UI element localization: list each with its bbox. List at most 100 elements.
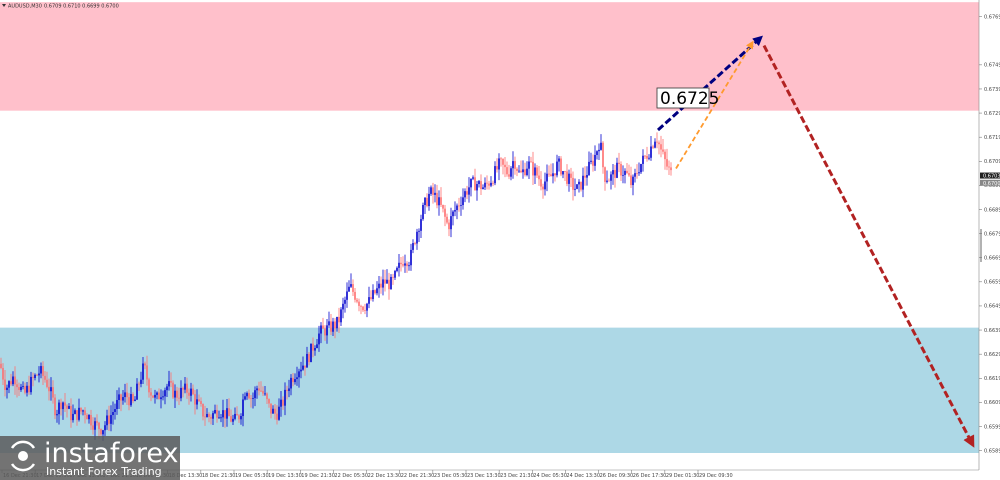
candle-body bbox=[560, 158, 562, 175]
candle-body bbox=[666, 159, 668, 167]
candle-body bbox=[56, 414, 58, 416]
candle-body bbox=[662, 149, 664, 152]
candle-body bbox=[88, 415, 90, 420]
logo-mark-icon bbox=[10, 440, 36, 472]
candle-body bbox=[166, 386, 168, 391]
red-arrow bbox=[762, 44, 975, 448]
price-tick-label: 0.6719 bbox=[984, 135, 1000, 141]
candle-body bbox=[222, 410, 224, 418]
candle-body bbox=[456, 205, 458, 211]
candle-body bbox=[148, 379, 150, 393]
candle-body bbox=[82, 410, 84, 412]
candle-body bbox=[190, 388, 192, 396]
candle-body bbox=[254, 390, 256, 399]
candle-body bbox=[250, 398, 252, 400]
candle-body bbox=[248, 393, 250, 399]
candle-body bbox=[448, 222, 450, 230]
candle-body bbox=[214, 409, 216, 414]
candle-body bbox=[348, 286, 350, 292]
price-tick-label: 0.6629 bbox=[984, 352, 1000, 358]
time-tick-label: 26 Dec 09:30 bbox=[600, 473, 634, 479]
candle-body bbox=[28, 385, 30, 393]
candle-body bbox=[182, 387, 184, 390]
candle-body bbox=[558, 158, 560, 162]
candle-body bbox=[610, 174, 612, 181]
candle-body bbox=[210, 416, 212, 419]
time-tick-label: 23 Dec 05:30 bbox=[434, 473, 468, 479]
candle-body bbox=[10, 381, 12, 385]
candle-body bbox=[516, 168, 518, 171]
candle-body bbox=[636, 173, 638, 174]
candle-body bbox=[514, 161, 516, 169]
candle-body bbox=[398, 262, 400, 268]
candle-body bbox=[18, 387, 20, 390]
dropdown-triangle-icon[interactable] bbox=[2, 4, 6, 7]
candle-body bbox=[612, 170, 614, 175]
forecast-arrows bbox=[656, 35, 975, 448]
candle-body bbox=[604, 167, 606, 182]
candle-body bbox=[440, 197, 442, 205]
price-tick-label: 0.6659 bbox=[984, 280, 1000, 286]
candle-body bbox=[294, 379, 296, 383]
candle-body bbox=[532, 161, 534, 176]
candle-body bbox=[312, 343, 314, 351]
candle-body bbox=[230, 416, 232, 422]
candle-body bbox=[370, 297, 372, 299]
candle-body bbox=[114, 409, 116, 413]
candle-body bbox=[404, 263, 406, 266]
candle-body bbox=[26, 385, 28, 393]
time-tick-label: 24 Dec 13:30 bbox=[566, 473, 600, 479]
time-tick-label: 18 Dec 21:30 bbox=[202, 473, 236, 479]
candle-body bbox=[356, 299, 358, 302]
candle-body bbox=[330, 321, 332, 332]
candle-body bbox=[70, 406, 72, 421]
candle-body bbox=[304, 365, 306, 368]
candle-body bbox=[502, 158, 504, 165]
candle-body bbox=[284, 389, 286, 406]
candle-body bbox=[296, 377, 298, 380]
candle-body bbox=[668, 166, 670, 168]
candle-body bbox=[442, 204, 444, 209]
candle-body bbox=[94, 421, 96, 430]
price-tick-label: 0.6649 bbox=[984, 304, 1000, 310]
candle-body bbox=[144, 363, 146, 366]
candle-body bbox=[302, 365, 304, 370]
candle-body bbox=[468, 187, 470, 195]
candle-body bbox=[600, 142, 602, 150]
candle-body bbox=[526, 168, 528, 176]
candle-body bbox=[332, 321, 334, 332]
candle-body bbox=[272, 408, 274, 414]
candle-body bbox=[186, 383, 188, 393]
candle-body bbox=[434, 192, 436, 195]
price-tick-label: 0.6669 bbox=[984, 256, 1000, 262]
candle-body bbox=[496, 166, 498, 170]
candle-body bbox=[320, 325, 322, 334]
time-tick-label: 23 Dec 21:30 bbox=[500, 473, 534, 479]
candle-body bbox=[446, 216, 448, 223]
candle-body bbox=[278, 406, 280, 420]
candle-body bbox=[6, 387, 8, 390]
price-tick-label: 0.6699 bbox=[984, 183, 1000, 189]
candle-body bbox=[66, 405, 68, 409]
candle-body bbox=[314, 348, 316, 351]
candle-body bbox=[476, 184, 478, 191]
candle-body bbox=[42, 366, 44, 376]
candle-body bbox=[660, 144, 662, 150]
candle-body bbox=[172, 382, 174, 398]
candle-body bbox=[32, 376, 34, 378]
candle-body bbox=[534, 167, 536, 176]
candle-body bbox=[162, 396, 164, 398]
candle-body bbox=[48, 386, 50, 392]
candle-body bbox=[64, 402, 66, 406]
candle-body bbox=[618, 162, 620, 164]
time-tick-label: 29 Dec 01:30 bbox=[666, 473, 700, 479]
candle-body bbox=[574, 188, 576, 190]
price-tick-label: 0.6709 bbox=[984, 159, 1000, 165]
candle-body bbox=[180, 387, 182, 399]
logo-tagline: Instant Forex Trading bbox=[46, 465, 162, 478]
candle-body bbox=[580, 181, 582, 190]
candle-body bbox=[276, 413, 278, 420]
candle-body bbox=[236, 413, 238, 416]
candle-body bbox=[402, 264, 404, 266]
candle-body bbox=[546, 173, 548, 182]
